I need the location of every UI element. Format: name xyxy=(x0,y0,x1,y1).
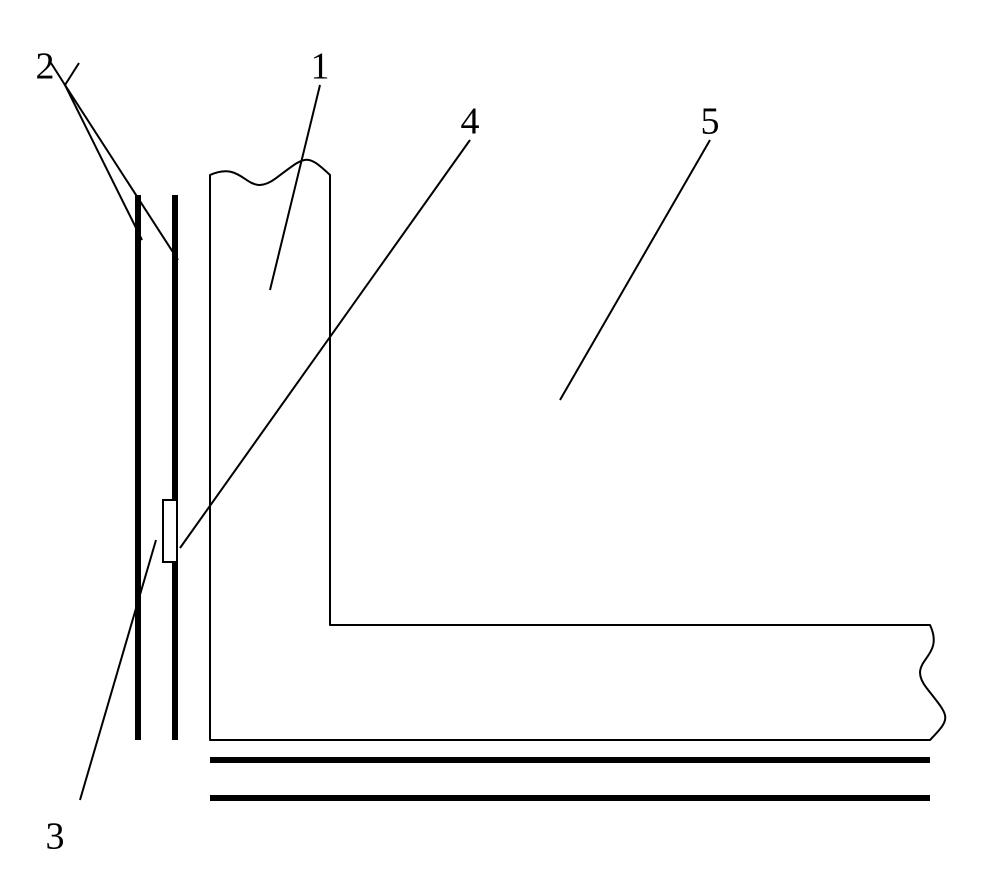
callout-label-2: 2 xyxy=(36,46,55,88)
callout-label-5: 5 xyxy=(701,101,720,143)
callout-label-4: 4 xyxy=(461,101,480,143)
sensor-rect xyxy=(163,500,177,562)
diagram-background xyxy=(0,0,1000,883)
callout-label-1: 1 xyxy=(311,46,330,88)
callout-label-3: 3 xyxy=(46,816,65,858)
